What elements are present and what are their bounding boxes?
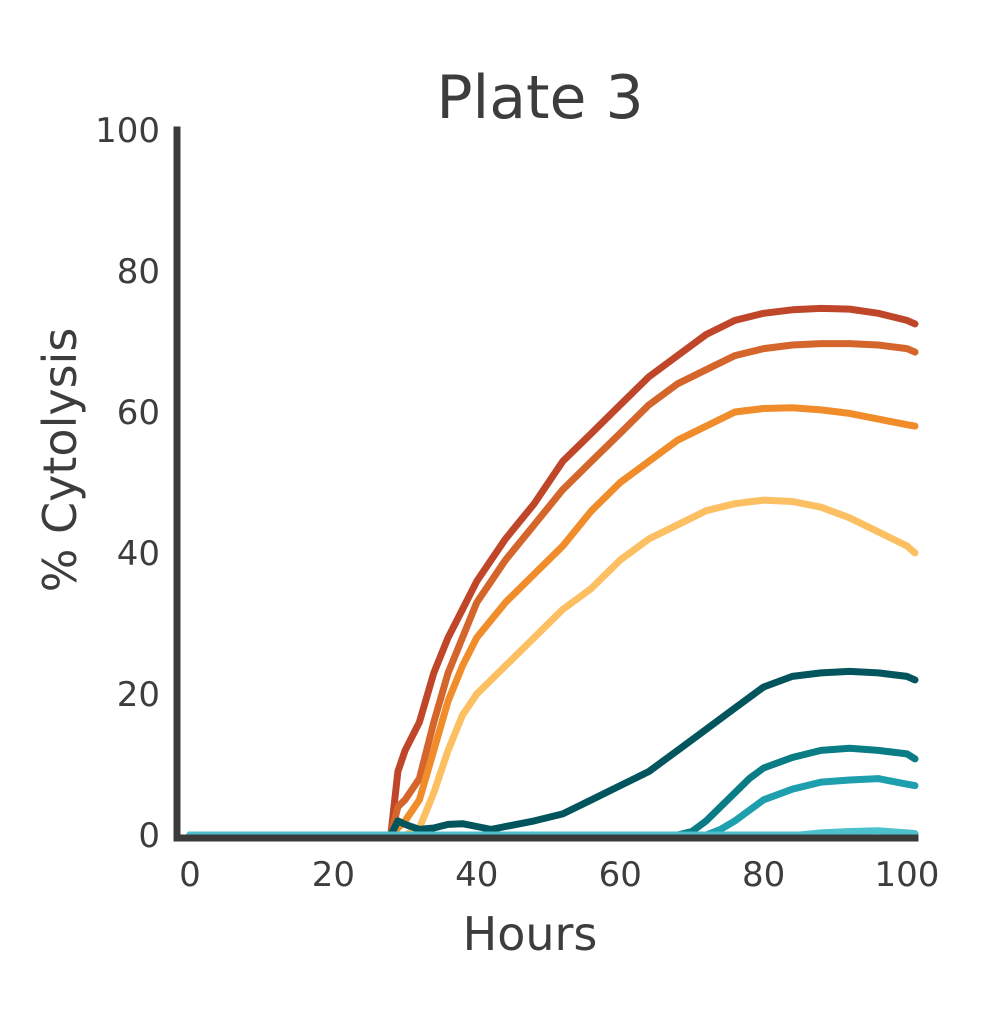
y-tick-label: 80 (117, 252, 160, 292)
x-tick-label: 100 (875, 855, 940, 895)
series-line-8 (186, 827, 919, 839)
y-tick-label: 100 (95, 111, 160, 151)
series-layer (186, 304, 919, 839)
chart-title: Plate 3 (436, 63, 643, 133)
series-line-4 (186, 496, 919, 839)
series-line-3 (186, 404, 919, 839)
x-axis-label: Hours (463, 907, 598, 961)
y-tick-label: 20 (117, 675, 160, 715)
series-line-7 (186, 775, 919, 839)
x-tick-label: 20 (312, 855, 355, 895)
y-tick-label: 40 (117, 534, 160, 574)
y-tick-labels: 0 20 40 60 80 100 (95, 111, 160, 856)
x-tick-label: 60 (599, 855, 642, 895)
x-tick-label: 80 (742, 855, 785, 895)
x-tick-label: 40 (455, 855, 498, 895)
y-tick-label: 60 (117, 393, 160, 433)
series-line-1 (186, 304, 919, 839)
series-line-2 (186, 340, 919, 839)
y-tick-label: 0 (138, 816, 160, 856)
series-line-5 (186, 667, 919, 839)
x-tick-label: 0 (179, 855, 201, 895)
y-axis-label: % Cytolysis (33, 328, 87, 593)
series-line-6 (186, 744, 919, 839)
x-tick-labels: 0 20 40 60 80 100 (179, 855, 939, 895)
